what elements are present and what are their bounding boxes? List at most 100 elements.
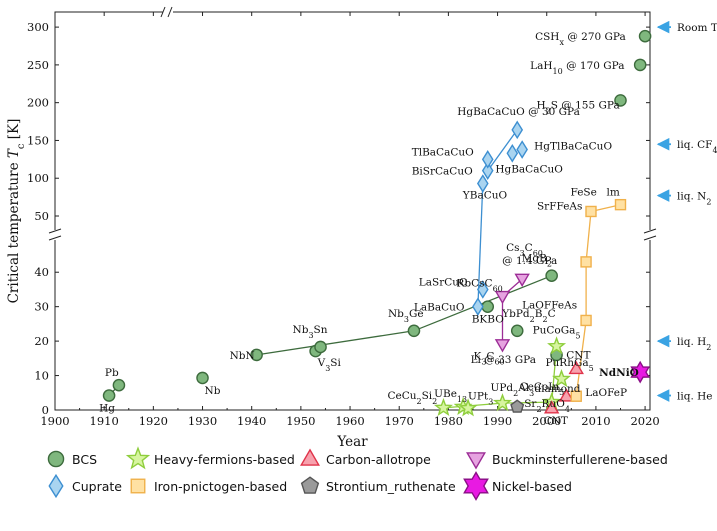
point-label-upd2al3: UPd2Al3	[490, 382, 534, 398]
point-label-cs3c60-1-4-gpa: Cs3C60	[506, 242, 543, 258]
point-label-cnt: CNT	[566, 350, 590, 362]
point-cs3c60-1-4-gpa	[514, 273, 530, 288]
point-label-v3si: V3Si	[317, 357, 342, 373]
x-tick-label: 1950	[286, 414, 315, 428]
legend-marker-bcs	[47, 450, 65, 468]
trend-line-cuprate	[477, 183, 484, 307]
point-label-hgtlbacacuo: HgTlBaCaCuO	[534, 141, 612, 153]
point-k3c60	[494, 339, 511, 353]
point-label-h2s-155-gpa: H2S @ 155 GPa	[536, 99, 619, 115]
point-label-bisrcacuo: BiSrCaCuO	[412, 166, 473, 178]
legend-item-iron-pnictogen-based: Iron-pnictogen-based	[130, 478, 287, 494]
point-label-laoffeas: LaOFFeAs	[522, 299, 577, 311]
trend-line-iron-pnictogen-based	[575, 211, 592, 397]
point-lah10-170-gpa	[633, 58, 647, 72]
point-diamond	[558, 388, 575, 402]
x-tick-label: 2020	[630, 414, 659, 428]
y-tick-label: 30	[34, 300, 49, 314]
point-label-diamond: diamond	[534, 383, 580, 395]
y-tick-label: 150	[27, 133, 49, 147]
x-tick-label: 2010	[581, 414, 610, 428]
point-laofep	[570, 390, 582, 402]
point-label-cnt: CNT	[544, 415, 568, 427]
point-purhga5	[551, 369, 572, 388]
point-rbcsc60	[494, 290, 511, 305]
legend-marker-carbon-allotrope	[300, 448, 320, 466]
point-label-nb3sn: Nb3Sn	[293, 324, 328, 340]
ref-label-liq-n: liq. N2	[677, 191, 711, 207]
point-label-cshx-270-gpa: CSHx @ 270 GPa	[535, 31, 626, 47]
legend-item-carbon-allotrope: Carbon-allotrope	[300, 448, 431, 467]
point-iron-pnictogen-based	[580, 256, 592, 268]
point-label-laofep: LaOFeP	[585, 387, 627, 399]
y-break-mask-left	[47, 230, 63, 240]
points-layer	[102, 29, 652, 417]
point-sr2ruo4	[510, 399, 525, 413]
point-label-pb: Pb	[105, 367, 119, 379]
x-break-mask-top	[163, 6, 173, 18]
point-label-rbcsc60: RbCsC60	[456, 277, 502, 293]
trend-line-cuprate	[487, 129, 518, 172]
legend-label-cuprate: Cuprate	[72, 479, 122, 494]
point-label-cecu2si2: CeCu2Si2	[387, 390, 437, 406]
legend-marker-nickel-based	[463, 471, 489, 501]
point-label-tlbacacuo: TlBaCaCuO	[412, 146, 474, 158]
point-bisrcacuo	[481, 161, 494, 180]
x-break-slash	[167, 6, 173, 18]
point-pucoga5	[547, 336, 567, 355]
point-label-lah10-170-gpa: LaH10 @ 170 GPa	[530, 60, 624, 76]
point-label-li-33-gpa: Li @ 33 GPa	[471, 354, 536, 366]
point-label-purhga5: PuRhGa5	[545, 357, 593, 373]
point-label-srffeas: SrFFeAs	[537, 200, 582, 212]
point-hgtlbacacuo	[516, 140, 528, 159]
point-label-pucoga5: PuCoGa5	[533, 324, 581, 340]
plot-frame	[54, 11, 651, 411]
y-tick-label: 20	[34, 334, 49, 348]
point-upt3	[458, 398, 478, 417]
point-label-nb: Nb	[205, 385, 221, 397]
y-break-slash	[48, 228, 62, 234]
x-tick-label: 1940	[237, 414, 266, 428]
point-label-labacuo: LaBaCuO	[414, 302, 465, 314]
reference-markers-layer: Room T liq. CF4 liq. N2 liq. H2 liq. He	[656, 20, 717, 403]
point-labacuo	[472, 297, 484, 316]
legend-label-iron-pnictogen-based: Iron-pnictogen-based	[154, 479, 287, 494]
y-tick-label: 200	[27, 96, 49, 110]
point-label-hg: Hg	[99, 403, 115, 415]
point-label-cecoin5: CeCoIn5	[520, 381, 565, 397]
legend-label-buckminsterfullerene-based: Buckminsterfullerene-based	[492, 452, 668, 467]
y-break-slash	[643, 228, 657, 234]
legend-marker-cuprate	[48, 473, 64, 499]
point-bkbo	[481, 300, 495, 313]
x-tick-label: 1910	[90, 414, 119, 428]
point-label-nb3ge: Nb3Ge	[388, 308, 424, 324]
point-hgbacacuo-30-gpa	[511, 120, 524, 140]
point-cnt	[568, 360, 584, 375]
legend-item-nickel-based: Nickel-based	[463, 471, 572, 501]
legend-label-strontium-ruthenate: Strontium_ruthenate	[326, 479, 456, 494]
ref-label-room-t: Room T	[677, 22, 717, 34]
point-upd2al3	[492, 393, 512, 412]
point-cnt	[543, 400, 560, 414]
legend-marker-strontium-ruthenate	[300, 476, 320, 494]
point-mgb2	[545, 269, 558, 282]
x-axis-title: Year	[336, 434, 368, 450]
point-label-sr2ruo4: Sr2RuO4	[524, 398, 570, 414]
legend-item-heavy-fermions-based: Heavy-fermions-based	[125, 446, 295, 470]
point-nb3sn	[314, 340, 327, 354]
point-label-nbn: NbN	[230, 350, 255, 362]
legend-item-cuprate: Cuprate	[48, 473, 122, 499]
y-tick-label: 0	[42, 403, 49, 417]
point-fese-lm	[614, 198, 627, 211]
legend-item-strontium-ruthenate: Strontium_ruthenate	[300, 476, 456, 494]
legend-marker-buckminsterfullerene-based	[466, 452, 486, 470]
x-tick-label: 1980	[434, 414, 463, 428]
point-laoffeas	[580, 314, 592, 327]
point-label-upt3: UPt3	[468, 390, 493, 406]
point-label-mgb2: MgB2	[522, 253, 552, 269]
legend-item-buckminsterfullerene-based: Buckminsterfullerene-based	[466, 452, 668, 470]
axes-layer: 1900 1910 1920 1930 1940 1950 1960 1970 1980 1990…	[6, 6, 660, 450]
point-hgbacacuo	[506, 143, 519, 163]
point-label-fese-lm-suffix: lm	[606, 187, 619, 199]
legend-marker-iron-pnictogen-based	[130, 478, 146, 494]
